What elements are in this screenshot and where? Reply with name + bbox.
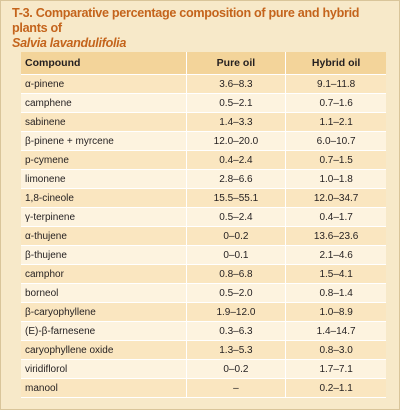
header-compound: Compound bbox=[21, 52, 187, 75]
compound-cell: borneol bbox=[21, 283, 187, 303]
table-title: T-3. Comparative percentage composition … bbox=[12, 6, 392, 51]
table-row: β-thujene 0–0.1 2.1–4.6 bbox=[21, 245, 386, 265]
table-row: γ-terpinene 0.5–2.4 0.4–1.7 bbox=[21, 207, 386, 227]
table-row: (E)-β-farnesene 0.3–6.3 1.4–14.7 bbox=[21, 321, 386, 341]
table-title-species: Salvia lavandulifolia bbox=[12, 36, 127, 50]
table-row: β-pinene + myrcene 12.0–20.0 6.0–10.7 bbox=[21, 131, 386, 151]
table-header-row: Compound Pure oil Hybrid oil bbox=[21, 52, 386, 75]
compound-cell: sabinene bbox=[21, 112, 187, 132]
pure-oil-cell: 1.4–3.3 bbox=[186, 112, 287, 132]
pure-oil-cell: 15.5–55.1 bbox=[186, 188, 287, 208]
pure-oil-cell: 0–0.2 bbox=[186, 226, 287, 246]
compound-cell: γ-terpinene bbox=[21, 207, 187, 227]
compound-cell: α-pinene bbox=[21, 74, 187, 94]
hybrid-oil-cell: 0.8–3.0 bbox=[285, 340, 386, 360]
compound-cell: 1,8-cineole bbox=[21, 188, 187, 208]
table-row: camphene 0.5–2.1 0.7–1.6 bbox=[21, 93, 386, 113]
hybrid-oil-cell: 1.4–14.7 bbox=[285, 321, 386, 341]
table-body: α-pinene 3.6–8.3 9.1–11.8 camphene 0.5–2.1 0.… bbox=[21, 74, 386, 398]
table-row: borneol 0.5–2.0 0.8–1.4 bbox=[21, 283, 386, 303]
pure-oil-cell: 0.3–6.3 bbox=[186, 321, 287, 341]
compound-cell: camphene bbox=[21, 93, 187, 113]
hybrid-oil-cell: 9.1–11.8 bbox=[285, 74, 386, 94]
pure-oil-cell: – bbox=[186, 378, 287, 398]
table-row: limonene 2.8–6.6 1.0–1.8 bbox=[21, 169, 386, 189]
hybrid-oil-cell: 2.1–4.6 bbox=[285, 245, 386, 265]
pure-oil-cell: 0.5–2.1 bbox=[186, 93, 287, 113]
hybrid-oil-cell: 1.7–7.1 bbox=[285, 359, 386, 379]
table-row: viridiflorol 0–0.2 1.7–7.1 bbox=[21, 359, 386, 379]
pure-oil-cell: 0.5–2.0 bbox=[186, 283, 287, 303]
pure-oil-cell: 1.9–12.0 bbox=[186, 302, 287, 322]
compound-cell: manool bbox=[21, 378, 187, 398]
table-row: p-cymene 0.4–2.4 0.7–1.5 bbox=[21, 150, 386, 170]
table-row: manool –0.2–1.1 bbox=[21, 378, 386, 398]
hybrid-oil-cell: 0.7–1.6 bbox=[285, 93, 386, 113]
pure-oil-cell: 12.0–20.0 bbox=[186, 131, 287, 151]
table-row: camphor 0.8–6.8 1.5–4.1 bbox=[21, 264, 386, 284]
table-row: sabinene 1.4–3.3 1.1–2.1 bbox=[21, 112, 386, 132]
pure-oil-cell: 0–0.1 bbox=[186, 245, 287, 265]
pure-oil-cell: 0.5–2.4 bbox=[186, 207, 287, 227]
compound-cell: α-thujene bbox=[21, 226, 187, 246]
hybrid-oil-cell: 1.5–4.1 bbox=[285, 264, 386, 284]
pure-oil-cell: 0.4–2.4 bbox=[186, 150, 287, 170]
hybrid-oil-cell: 1.0–8.9 bbox=[285, 302, 386, 322]
hybrid-oil-cell: 0.2–1.1 bbox=[285, 378, 386, 398]
compound-cell: (E)-β-farnesene bbox=[21, 321, 187, 341]
pure-oil-cell: 2.8–6.6 bbox=[186, 169, 287, 189]
compound-cell: camphor bbox=[21, 264, 187, 284]
compound-cell: p-cymene bbox=[21, 150, 187, 170]
composition-table: Compound Pure oil Hybrid oil α-pinene 3.6… bbox=[21, 52, 386, 398]
hybrid-oil-cell: 6.0–10.7 bbox=[285, 131, 386, 151]
pure-oil-cell: 0.8–6.8 bbox=[186, 264, 287, 284]
pure-oil-cell: 1.3–5.3 bbox=[186, 340, 287, 360]
compound-cell: limonene bbox=[21, 169, 187, 189]
pure-oil-cell: 0–0.2 bbox=[186, 359, 287, 379]
hybrid-oil-cell: 1.0–1.8 bbox=[285, 169, 386, 189]
hybrid-oil-cell: 13.6–23.6 bbox=[285, 226, 386, 246]
hybrid-oil-cell: 0.4–1.7 bbox=[285, 207, 386, 227]
compound-cell: β-caryophyllene bbox=[21, 302, 187, 322]
header-pure-oil: Pure oil bbox=[186, 52, 287, 75]
table-row: 1,8-cineole 15.5–55.1 12.0–34.7 bbox=[21, 188, 386, 208]
header-hybrid-oil: Hybrid oil bbox=[285, 52, 386, 75]
table-row: caryophyllene oxide 1.3–5.3 0.8–3.0 bbox=[21, 340, 386, 360]
hybrid-oil-cell: 12.0–34.7 bbox=[285, 188, 386, 208]
compound-cell: β-pinene + myrcene bbox=[21, 131, 187, 151]
compound-cell: β-thujene bbox=[21, 245, 187, 265]
compound-cell: viridiflorol bbox=[21, 359, 187, 379]
table-row: α-thujene 0–0.2 13.6–23.6 bbox=[21, 226, 386, 246]
hybrid-oil-cell: 1.1–2.1 bbox=[285, 112, 386, 132]
compound-cell: caryophyllene oxide bbox=[21, 340, 187, 360]
table-row: α-pinene 3.6–8.3 9.1–11.8 bbox=[21, 74, 386, 94]
hybrid-oil-cell: 0.7–1.5 bbox=[285, 150, 386, 170]
hybrid-oil-cell: 0.8–1.4 bbox=[285, 283, 386, 303]
table-row: β-caryophyllene 1.9–12.0 1.0–8.9 bbox=[21, 302, 386, 322]
pure-oil-cell: 3.6–8.3 bbox=[186, 74, 287, 94]
table-title-line1: T-3. Comparative percentage composition … bbox=[12, 6, 360, 35]
